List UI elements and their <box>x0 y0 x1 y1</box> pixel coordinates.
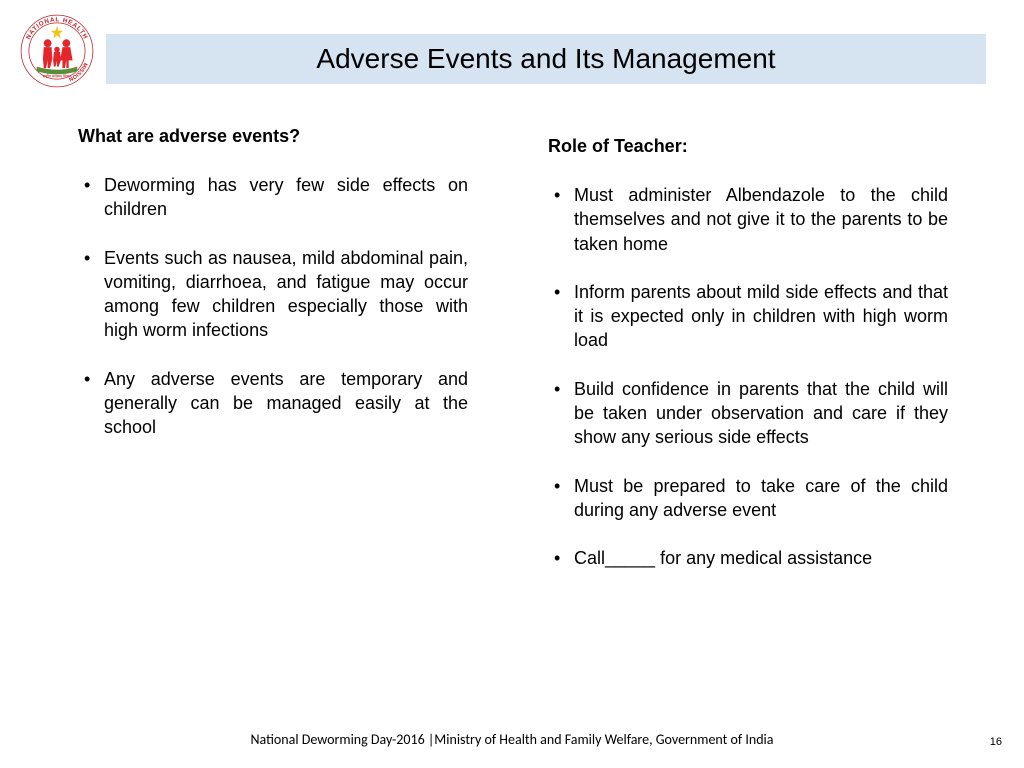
page-number: 16 <box>990 736 1002 748</box>
list-item: Must administer Albendazole to the child… <box>548 183 948 256</box>
svg-text:राष्ट्रीय स्वास्थ्य मिशन: राष्ट्रीय स्वास्थ्य मिशन <box>43 74 72 79</box>
left-heading: What are adverse events? <box>78 126 468 147</box>
footer-text: National Deworming Day-2016 |Ministry of… <box>0 731 1024 748</box>
title-bar: Adverse Events and Its Management <box>106 34 986 84</box>
left-column: What are adverse events? Deworming has v… <box>78 126 468 595</box>
list-item: Build confidence in parents that the chi… <box>548 377 948 450</box>
list-item: Any adverse events are temporary and gen… <box>78 367 468 440</box>
list-item: Call_____ for any medical assistance <box>548 546 948 570</box>
nhm-logo: NATIONAL HEALTH MISSION राष्ट्रीय स्वास्… <box>18 12 96 90</box>
right-heading: Role of Teacher: <box>548 136 948 157</box>
list-item: Must be prepared to take care of the chi… <box>548 474 948 523</box>
content-area: What are adverse events? Deworming has v… <box>78 126 964 595</box>
list-item: Events such as nausea, mild abdominal pa… <box>78 246 468 343</box>
slide-title: Adverse Events and Its Management <box>316 43 775 75</box>
left-bullets: Deworming has very few side effects on c… <box>78 173 468 440</box>
right-column: Role of Teacher: Must administer Albenda… <box>548 126 948 595</box>
list-item: Inform parents about mild side effects a… <box>548 280 948 353</box>
list-item: Deworming has very few side effects on c… <box>78 173 468 222</box>
right-bullets: Must administer Albendazole to the child… <box>548 183 948 571</box>
